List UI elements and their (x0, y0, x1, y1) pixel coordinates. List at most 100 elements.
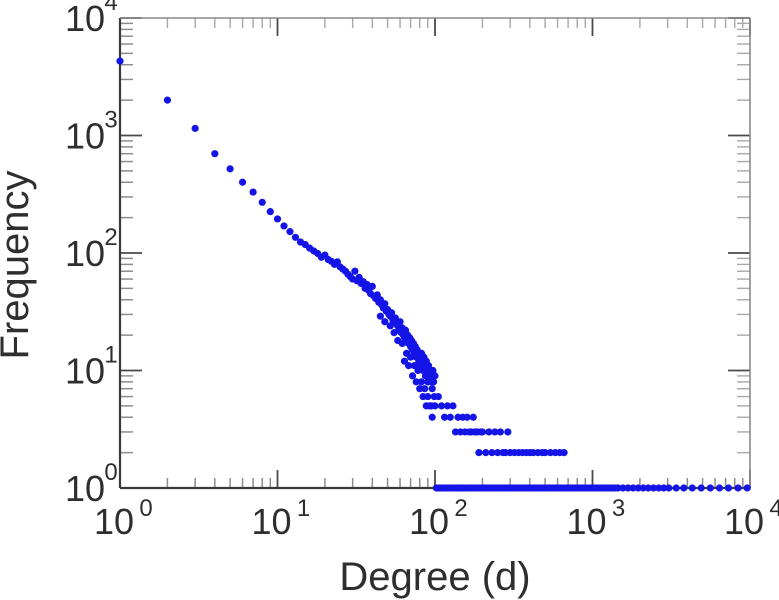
data-point (407, 353, 415, 361)
data-point (485, 428, 493, 436)
data-point (446, 413, 454, 421)
x-tick-label-exponent: 3 (612, 495, 625, 522)
data-point (629, 484, 637, 492)
data-point (390, 329, 398, 337)
axis-ticks (119, 17, 751, 489)
y-tick-label: 10 (65, 0, 105, 39)
data-point (688, 484, 696, 492)
y-tick-label-exponent: 4 (104, 0, 117, 16)
data-point (431, 402, 439, 410)
y-tick-label: 10 (65, 116, 105, 157)
data-point (396, 318, 404, 326)
x-tick-label-exponent: 0 (139, 495, 152, 522)
data-point (619, 484, 627, 492)
data-point (672, 484, 680, 492)
data-point (116, 57, 124, 65)
data-point (258, 198, 266, 206)
data-point (743, 484, 751, 492)
data-point (715, 484, 724, 492)
x-tick-label-exponent: 4 (769, 495, 779, 522)
data-point (482, 449, 490, 457)
data-point (416, 385, 424, 393)
x-tick-label: 10 (251, 501, 291, 542)
data-point (496, 428, 504, 436)
data-point (291, 233, 300, 241)
data-point (541, 449, 549, 457)
data-point (478, 428, 487, 436)
data-point (405, 362, 413, 370)
data-point (644, 484, 652, 492)
data-point (440, 413, 449, 421)
data-point (494, 449, 502, 457)
data-point (381, 318, 389, 326)
data-point (387, 309, 396, 317)
data-point (421, 385, 429, 393)
data-point (437, 402, 446, 410)
data-point (431, 372, 439, 380)
data-point (368, 282, 376, 290)
data-point (428, 385, 436, 393)
data-point (634, 484, 642, 492)
data-point (434, 392, 442, 401)
data-point (463, 413, 471, 421)
y-tick-label: 10 (65, 468, 105, 509)
data-point (430, 378, 438, 386)
x-tick-label-exponent: 2 (454, 495, 467, 522)
data-point (639, 484, 647, 492)
x-tick-label: 10 (409, 501, 449, 542)
data-point (724, 484, 733, 492)
data-point (475, 449, 483, 457)
data-point (351, 267, 359, 275)
y-tick-label-exponent: 1 (104, 342, 117, 369)
data-point (412, 378, 420, 386)
x-tick-label: 10 (566, 501, 606, 542)
data-point (665, 484, 673, 492)
data-point (280, 222, 288, 230)
data-point (211, 150, 219, 158)
data-point (266, 208, 274, 216)
data-point (249, 188, 257, 196)
data-point (660, 484, 668, 492)
y-tick-label: 10 (65, 233, 105, 274)
x-tick-label: 10 (94, 501, 134, 542)
data-point (428, 413, 436, 421)
data-point (398, 339, 406, 348)
y-tick-label-exponent: 0 (104, 459, 117, 486)
data-point (226, 165, 234, 173)
data-point (449, 402, 457, 410)
data-point (273, 215, 282, 223)
data-point (238, 178, 247, 186)
y-tick-label-exponent: 2 (104, 224, 117, 251)
data-point (734, 484, 742, 492)
data-point (491, 428, 499, 436)
data-point (504, 428, 512, 436)
data-point (680, 484, 688, 492)
data-point (488, 449, 496, 457)
data-point (386, 322, 394, 330)
data-point (697, 484, 705, 492)
data-point (624, 484, 632, 492)
data-point (649, 484, 658, 492)
data-point (414, 366, 422, 375)
data-point (408, 372, 417, 380)
data-point (286, 228, 294, 236)
data-point (560, 449, 568, 457)
data-point (191, 124, 199, 132)
data-point (163, 96, 172, 104)
y-tick-label: 10 (65, 351, 105, 392)
y-tick-label-exponent: 3 (104, 107, 117, 134)
data-point (469, 413, 477, 421)
y-axis-title: Frequency (0, 171, 37, 360)
x-tick-label-exponent: 1 (297, 495, 310, 522)
x-tick-labels: 10 0 10 1 10 2 10 3 10 4 (94, 495, 779, 542)
data-point (376, 312, 384, 320)
x-tick-label: 10 (724, 501, 764, 542)
x-axis-title: Degree (d) (339, 555, 530, 599)
data-point (417, 378, 426, 386)
data-point (425, 402, 433, 410)
data-point (381, 300, 389, 308)
data-point (655, 484, 663, 492)
